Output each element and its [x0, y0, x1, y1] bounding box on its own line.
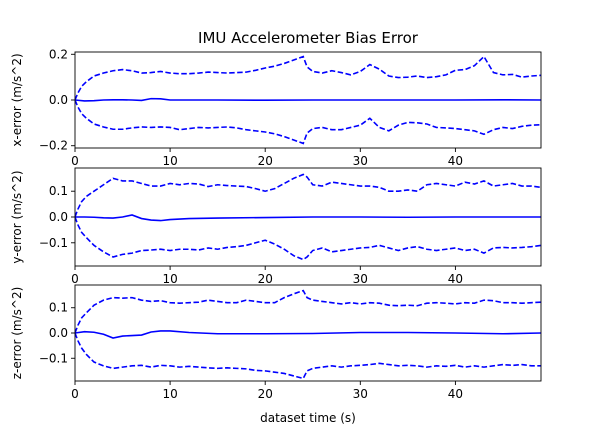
x-tick-label: 0: [71, 154, 79, 168]
x-tick-label: 40: [448, 272, 463, 286]
y-axis-label: y-error (m/s^2): [10, 170, 24, 263]
y-tick-label: 0.1: [49, 184, 68, 198]
y-tick-label: −0.2: [39, 139, 68, 153]
chart-title: IMU Accelerometer Bias Error: [198, 29, 419, 47]
x-tick-label: 10: [162, 272, 177, 286]
y-tick-label: 0.0: [49, 326, 68, 340]
y-axis-label: z-error (m/s^2): [10, 287, 24, 380]
upper-bound-line: [75, 289, 541, 334]
error-line: [75, 214, 541, 222]
y-tick-label: −0.1: [39, 351, 68, 365]
series-group: [75, 173, 541, 261]
x-tick-label: 20: [258, 387, 273, 401]
series-group: [75, 289, 541, 380]
x-tick-label: 30: [353, 387, 368, 401]
y-tick-label: 0.2: [49, 47, 68, 61]
subplot-1: 0 10 20 30 40 −0.2 0.0 0.2 x-error (m/s^2): [10, 47, 542, 168]
x-tick-label: 40: [448, 154, 463, 168]
x-tick-label: 0: [71, 387, 79, 401]
x-tick-label: 30: [353, 272, 368, 286]
x-tick-label: 40: [448, 387, 463, 401]
y-tick-label: −0.1: [39, 236, 68, 250]
x-axis-label: dataset time (s): [260, 411, 356, 425]
x-tick-label: 0: [71, 272, 79, 286]
subplot-2: 0 10 20 30 40 −0.1 0.0 0.1 y-error (m/s^2): [10, 167, 542, 286]
x-tick-label: 10: [162, 387, 177, 401]
lower-bound-line: [75, 99, 541, 145]
x-tick-label: 30: [353, 154, 368, 168]
lower-bound-line: [75, 332, 541, 380]
x-tick-label: 20: [258, 154, 273, 168]
error-line: [75, 330, 541, 339]
x-tick-label: 20: [258, 272, 273, 286]
error-line: [75, 97, 541, 102]
y-tick-label: 0.1: [49, 301, 68, 315]
subplot-3: 0 10 20 30 40 −0.1 0.0 0.1 z-error (m/s^2): [10, 284, 542, 401]
lower-bound-line: [75, 216, 541, 261]
y-tick-label: 0.0: [49, 210, 68, 224]
upper-bound-line: [75, 55, 541, 101]
y-axis-label: x-error (m/s^2): [10, 53, 24, 146]
series-group: [75, 55, 541, 145]
upper-bound-line: [75, 173, 541, 218]
x-tick-label: 10: [162, 154, 177, 168]
y-tick-label: 0.0: [49, 93, 68, 107]
subplots: 0 10 20 30 40 −0.2 0.0 0.2 x-error (m/s^2) 0 10 20 3…: [10, 47, 542, 401]
